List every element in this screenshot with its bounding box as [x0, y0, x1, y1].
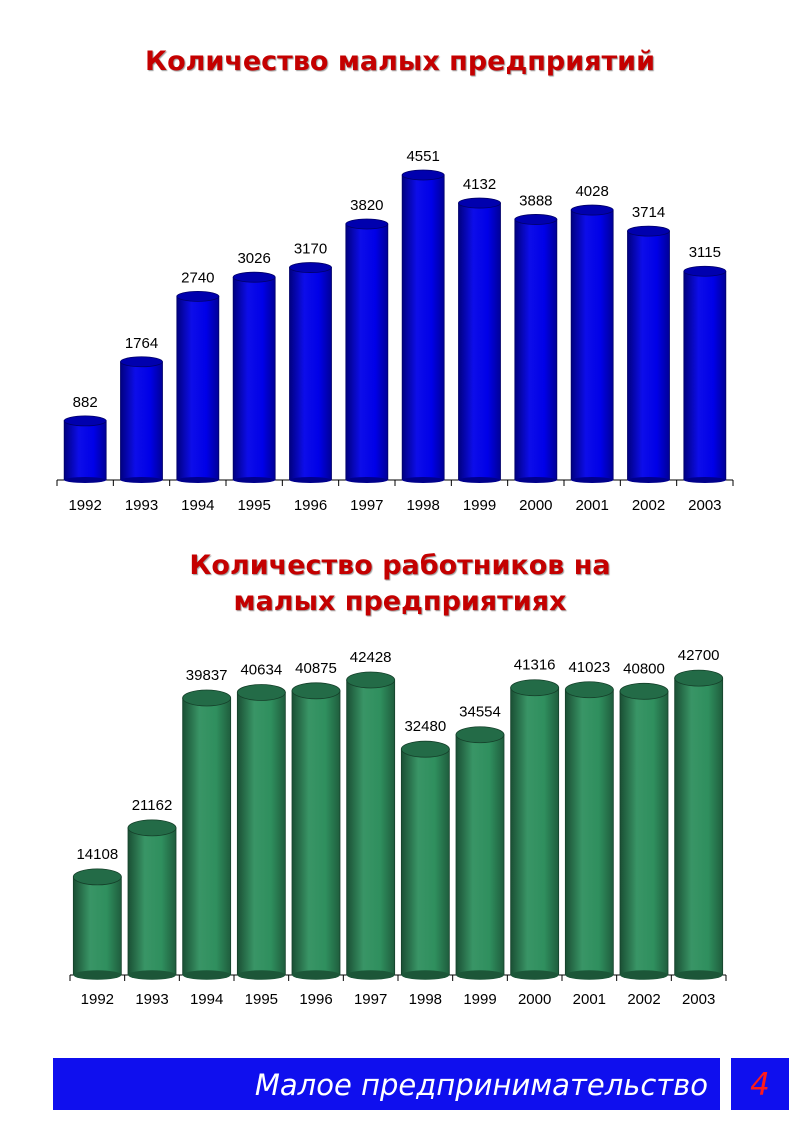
chart1-title: Количество малых предприятий: [145, 46, 655, 77]
chart1-tick-label: 1998: [406, 497, 439, 514]
chart1-tick-label: 1997: [350, 497, 383, 514]
footer-text: Малое предпринимательство: [254, 1068, 708, 1102]
chart2-tick-label: 1998: [409, 991, 442, 1008]
chart1-bar-1992: [63, 415, 107, 483]
chart1-bar-1997: [345, 218, 389, 483]
chart1-value-label: 3115: [689, 244, 721, 261]
chart2-value-label: 21162: [132, 797, 173, 814]
chart2-bar-1996: [291, 682, 341, 980]
chart2-bar-2000: [510, 679, 560, 980]
chart1-value-label: 3888: [519, 192, 552, 209]
chart2-value-label: 41316: [514, 657, 556, 674]
chart2-tick-label: 1993: [135, 991, 168, 1008]
chart1-tick-label: 2003: [688, 497, 721, 514]
chart2-tick-label: 2002: [627, 991, 660, 1008]
chart2-bar-2001: [564, 681, 614, 980]
chart1-tick-label: 1992: [68, 497, 101, 514]
chart1-tick-label: 1996: [294, 497, 327, 514]
chart2-value-label: 39837: [186, 667, 228, 684]
chart2-bar-2003: [674, 669, 724, 980]
chart2-value-label: 14108: [76, 846, 118, 863]
chart2-tick-label: 2001: [573, 991, 606, 1008]
chart2-bar-1997: [346, 671, 396, 980]
chart1-bar-2002: [627, 225, 670, 483]
chart1-enterprises: 882 1992 1764 1993 2740 1994 3026 1995 3170 1996 3…: [56, 148, 734, 514]
chart2-value-label: 32480: [404, 718, 446, 735]
chart1-tick-label: 2002: [632, 497, 665, 514]
chart2-value-label: 41023: [568, 659, 610, 676]
chart1-value-label: 4551: [406, 148, 439, 165]
chart2-bar-2002: [619, 682, 669, 980]
chart2-bar-1993: [127, 819, 177, 980]
chart2-tick-label: 1996: [299, 991, 332, 1008]
chart2-value-label: 42700: [678, 647, 720, 664]
chart2-value-label: 40634: [240, 661, 282, 678]
chart2-bar-1994: [182, 689, 232, 980]
chart1-tick-label: 1994: [181, 497, 214, 514]
chart1-tick-label: 1993: [125, 497, 158, 514]
chart1-value-label: 3820: [350, 197, 383, 214]
page-number: 4: [750, 1067, 770, 1103]
chart1-value-label: 2740: [181, 269, 214, 286]
chart2-workers: 14108 1992 21162 1993 39837 1994 40634 1995 4087…: [69, 647, 727, 1008]
chart1-bar-1999: [458, 197, 501, 483]
chart2-tick-label: 1992: [81, 991, 114, 1008]
chart2-value-label: 42428: [350, 649, 392, 666]
chart2-value-label: 40800: [623, 660, 665, 677]
chart2-bar-1992: [72, 868, 122, 980]
chart1-value-label: 3170: [294, 241, 327, 258]
chart1-value-label: 4028: [575, 183, 608, 200]
chart1-value-label: 3714: [632, 204, 665, 221]
chart2-tick-label: 2000: [518, 991, 551, 1008]
chart2-tick-label: 2003: [682, 991, 715, 1008]
chart2-value-label: 34554: [459, 704, 501, 721]
page-number-box: 4: [731, 1058, 789, 1110]
chart1-bar-1993: [120, 356, 163, 483]
chart2-title: Количество работников на малых предприят…: [189, 550, 611, 617]
chart2-bar-1995: [236, 684, 286, 980]
chart1-bar-1998: [401, 169, 445, 483]
chart1-value-label: 1764: [125, 335, 158, 352]
chart2-tick-label: 1999: [463, 991, 496, 1008]
chart1-value-label: 3026: [237, 250, 270, 267]
chart1-bar-1994: [176, 290, 220, 483]
footer-banner: Малое предпринимательство: [53, 1058, 720, 1110]
chart1-tick-label: 2001: [575, 497, 608, 514]
chart1-value-label: 882: [73, 394, 98, 411]
chart1-bar-1996: [289, 262, 332, 483]
chart2-tick-label: 1994: [190, 991, 223, 1008]
chart2-tick-label: 1997: [354, 991, 387, 1008]
chart2-value-label: 40875: [295, 660, 337, 677]
chart2-bar-1999: [455, 726, 505, 980]
chart1-bar-2001: [570, 204, 614, 483]
chart1-value-label: 4132: [463, 176, 496, 193]
chart2-tick-label: 1995: [245, 991, 278, 1008]
chart1-tick-label: 1999: [463, 497, 496, 514]
chart2-bar-1998: [400, 740, 450, 980]
chart1-bar-2000: [514, 214, 558, 483]
chart1-bar-2003: [683, 265, 727, 483]
chart1-bar-1995: [232, 271, 276, 483]
chart1-tick-label: 1995: [237, 497, 270, 514]
chart1-tick-label: 2000: [519, 497, 552, 514]
